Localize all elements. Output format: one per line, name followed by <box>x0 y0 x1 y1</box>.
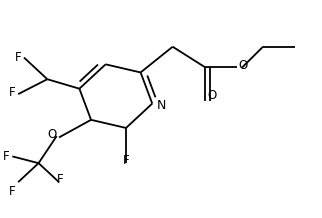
Text: O: O <box>208 89 217 102</box>
Text: F: F <box>14 51 21 64</box>
Text: N: N <box>156 99 166 112</box>
Text: F: F <box>9 185 15 198</box>
Text: F: F <box>3 150 9 163</box>
Text: O: O <box>238 59 248 72</box>
Text: F: F <box>57 173 64 186</box>
Text: F: F <box>123 154 129 167</box>
Text: F: F <box>9 86 15 99</box>
Text: O: O <box>47 128 57 141</box>
